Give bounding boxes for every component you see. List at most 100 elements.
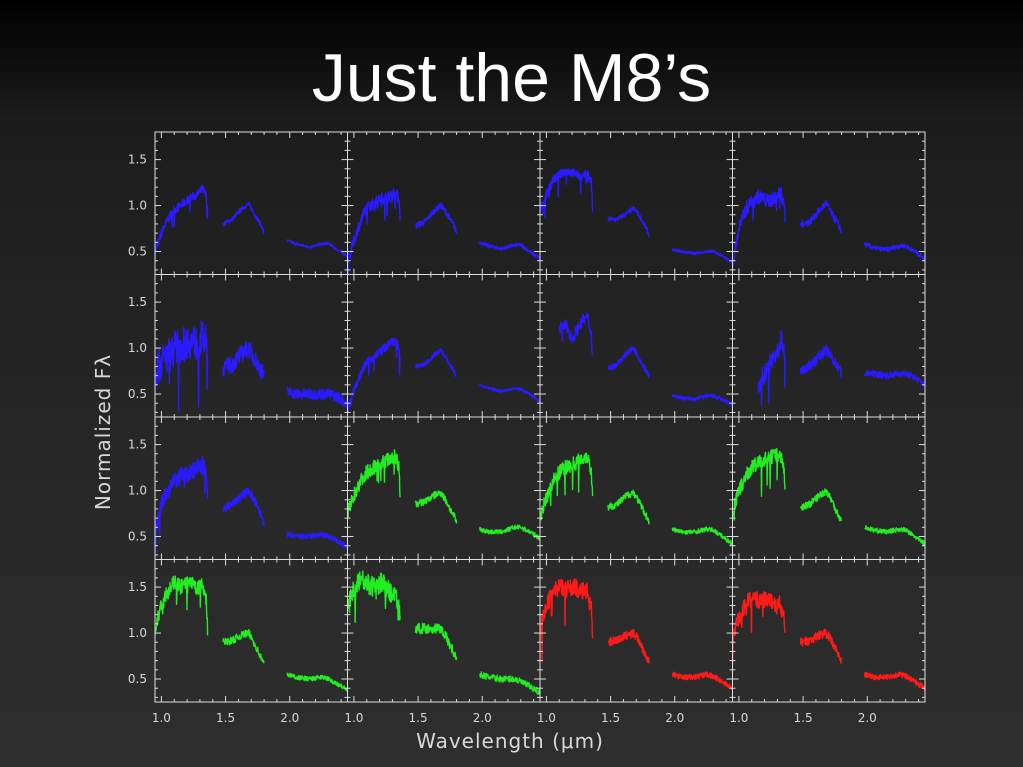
spectrum-band-j (155, 320, 209, 412)
y-tick-label: 0.5 (128, 530, 147, 544)
spectrum-band-j (540, 452, 594, 521)
spectrum-panel (757, 329, 925, 406)
spectrum-panel (540, 452, 733, 546)
x-tick-label: 2.0 (665, 711, 684, 725)
spectrum-band-h (607, 489, 650, 525)
y-tick-label: 0.5 (128, 387, 147, 401)
spectrum-band-h (222, 629, 265, 664)
spectrum-panel (732, 447, 925, 547)
y-tick-label: 1.5 (128, 438, 147, 452)
spectrum-band-k (479, 671, 540, 695)
spectrum-panel (540, 578, 733, 691)
spectrum-band-k (671, 526, 733, 546)
y-tick-label: 0.5 (128, 245, 147, 259)
y-tick-label: 1.0 (128, 199, 147, 213)
y-axis-title: Normalized Fλ (91, 354, 115, 510)
panel-frame (347, 416, 541, 560)
spectrum-band-k (864, 671, 925, 692)
y-tick-label: 1.5 (128, 153, 147, 167)
spectrum-band-j (347, 337, 401, 414)
panel-frame (539, 559, 733, 703)
spectrum-panel (155, 184, 348, 258)
spectrum-panel (347, 449, 540, 542)
spectrum-band-j (540, 578, 594, 662)
spectrum-panel (732, 186, 925, 270)
spectrum-band-k (286, 672, 348, 692)
panel-frame (347, 274, 541, 418)
x-tick-label: 1.0 (152, 711, 171, 725)
spectrum-band-h (607, 628, 650, 664)
spectrum-band-j (732, 590, 786, 665)
spectrum-panel (155, 320, 348, 412)
spectrum-band-h (799, 200, 843, 234)
x-tick-label: 1.0 (344, 711, 363, 725)
x-tick-label: 2.0 (280, 711, 299, 725)
spectrum-band-k (864, 525, 925, 547)
spectrum-band-j (540, 168, 594, 219)
spectrum-band-k (671, 671, 733, 691)
y-tick-label: 1.5 (128, 295, 147, 309)
spectrum-band-j (347, 188, 401, 275)
y-tick-label: 0.5 (128, 672, 147, 686)
panel-frame (732, 559, 926, 703)
spectrum-band-h (799, 628, 843, 664)
x-tick-label: 1.5 (601, 711, 620, 725)
spectrum-band-h (222, 201, 265, 234)
spectrum-panel (732, 590, 925, 692)
spectrum-band-k (286, 386, 348, 410)
y-tick-label: 1.0 (128, 626, 147, 640)
spectrum-band-k (479, 383, 540, 403)
spectrum-band-h (799, 488, 843, 522)
spectrum-panel (558, 313, 733, 407)
spectrum-panel (540, 168, 733, 265)
spectrum-band-h (414, 347, 457, 378)
spectrum-band-k (286, 531, 348, 549)
spectrum-band-h (222, 487, 265, 527)
x-tick-label: 1.5 (216, 711, 235, 725)
spectrum-band-j (155, 575, 209, 636)
spectrum-band-h (415, 202, 458, 234)
y-tick-label: 1.0 (128, 341, 147, 355)
x-tick-label: 1.5 (794, 711, 813, 725)
frames-layer (154, 131, 926, 703)
spectrum-panel (155, 575, 348, 692)
y-tick-label: 1.0 (128, 484, 147, 498)
spectrum-band-k (671, 393, 733, 407)
spectrum-band-j (347, 449, 401, 518)
spectrum-band-j (732, 447, 786, 521)
panel-frame (539, 416, 733, 560)
spectrum-band-h (414, 490, 458, 524)
x-tick-label: 2.0 (858, 711, 877, 725)
x-tick-label: 2.0 (473, 711, 492, 725)
spectrum-band-h (222, 341, 265, 380)
spectrum-band-k (479, 241, 540, 261)
spectrum-band-h (607, 345, 650, 379)
spectrum-band-k (671, 247, 733, 265)
spectrum-band-j (155, 184, 209, 258)
x-tick-label: 1.0 (537, 711, 556, 725)
spectrum-band-j (732, 186, 786, 270)
panel-frame (154, 416, 348, 560)
spectrum-band-k (864, 370, 925, 388)
x-tick-label: 1.5 (409, 711, 428, 725)
panels-layer (155, 168, 925, 695)
spectrum-band-j (558, 313, 594, 356)
spectrum-band-h (799, 344, 843, 378)
slide-title: Just the M8’s (311, 40, 712, 116)
spectrum-band-k (479, 524, 540, 542)
tick-labels-layer: 0.5 1.0 1.5 0.5 1.0 1.5 0.5 1.0 1.5 0.5 1.0 1.5 1.0 1… (128, 153, 877, 725)
spectrum-band-k (286, 239, 348, 258)
spectrum-band-j (155, 455, 209, 553)
spectrum-band-k (864, 241, 925, 261)
spectrum-band-h (607, 206, 650, 238)
x-axis-title: Wavelength (μm) (416, 729, 604, 753)
spectrum-panel (155, 455, 348, 553)
spectrum-band-j (347, 570, 401, 624)
spectrum-band-h (414, 622, 458, 661)
spectrum-panel (347, 337, 540, 414)
x-tick-label: 1.0 (729, 711, 748, 725)
spectrum-panel (347, 188, 540, 275)
y-tick-label: 1.5 (128, 580, 147, 594)
panel-frame (154, 559, 348, 703)
